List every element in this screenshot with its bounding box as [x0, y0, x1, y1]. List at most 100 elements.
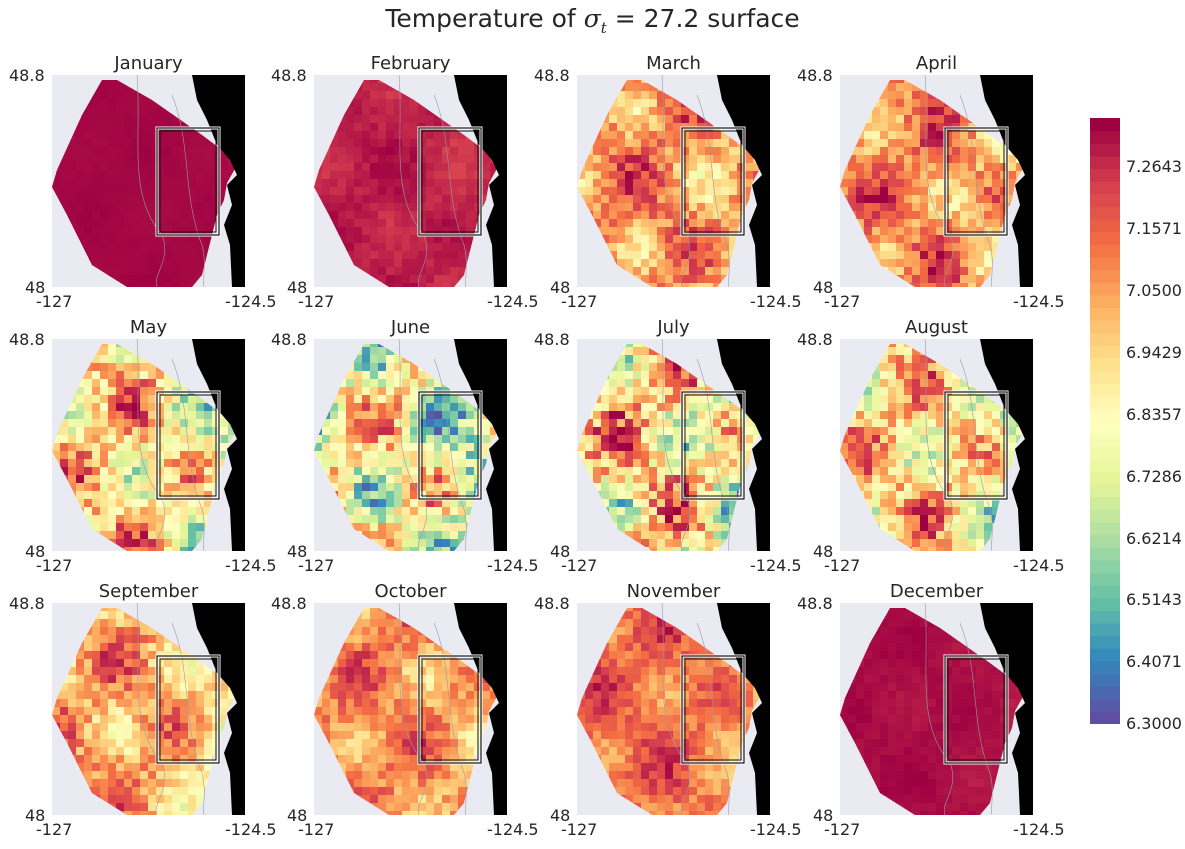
map-plot	[577, 339, 770, 551]
bathymetry-contour	[661, 603, 691, 815]
study-box	[944, 127, 1008, 236]
colorbar-band	[1090, 698, 1120, 712]
colorbar-band	[1090, 231, 1120, 245]
bathymetry-contour	[171, 358, 205, 551]
x-tick-right: -124.5	[487, 292, 539, 311]
x-tick-left: -127	[824, 820, 861, 839]
bathymetry-contour	[398, 75, 428, 287]
panel-title: May	[129, 317, 168, 338]
colorbar-band	[1090, 395, 1120, 409]
colorbar-band	[1090, 547, 1120, 561]
colorbar-band	[1090, 294, 1120, 308]
map-panel-october: October 48.8 48 -127 -124.5	[271, 581, 539, 839]
panel-title: October	[374, 581, 447, 602]
colorbar-band	[1090, 193, 1120, 207]
panel-title: August	[905, 317, 968, 338]
x-tick-left: -127	[824, 292, 861, 311]
colorbar-band	[1090, 118, 1120, 132]
map-plot	[314, 339, 507, 551]
map-plot	[314, 75, 507, 287]
bathymetry-contour	[398, 603, 428, 815]
colorbar-band	[1090, 484, 1120, 498]
bathymetry-contour	[924, 603, 954, 815]
y-tick-top: 48.8	[9, 594, 45, 613]
colorbar-tick-label: 6.3000	[1126, 714, 1182, 733]
colorbar-band	[1090, 458, 1120, 473]
study-box-inner	[159, 658, 217, 761]
study-box	[418, 127, 482, 236]
study-box-inner	[947, 658, 1005, 761]
y-tick-bottom: 48	[287, 542, 308, 561]
bathymetry-contour	[136, 339, 166, 551]
x-tick-right: -124.5	[1013, 820, 1065, 839]
x-tick-right: -124.5	[750, 292, 802, 311]
bathymetry-contour	[959, 622, 993, 815]
map-panel-may: May 48.8 48 -127 -124.5	[9, 317, 277, 575]
colorbar-band	[1090, 635, 1120, 649]
panel-title: April	[915, 53, 958, 74]
land-mass	[717, 339, 770, 551]
map-panel-december: December 48.8 48 -127 -124.5	[797, 581, 1065, 839]
y-tick-top: 48.8	[797, 66, 833, 85]
y-tick-bottom: 48	[550, 278, 571, 297]
map-plot	[314, 603, 507, 815]
colorbar-tick-label: 6.4071	[1126, 652, 1182, 672]
map-panel-june: June 48.8 48 -127 -124.5	[271, 317, 539, 575]
x-tick-right: -124.5	[750, 556, 802, 575]
y-tick-bottom: 48	[25, 278, 46, 297]
bathymetry-contour	[433, 94, 467, 287]
panel-title: January	[114, 53, 183, 74]
map-plot	[52, 75, 245, 287]
colorbar-band	[1090, 660, 1120, 675]
colorbar-band	[1090, 711, 1120, 724]
colorbar-tick-label: 7.1571	[1126, 219, 1182, 239]
map-panel-april: April 48.8 48 -127 -124.5	[797, 53, 1065, 311]
colorbar-band	[1090, 256, 1120, 271]
y-tick-bottom: 48	[287, 278, 308, 297]
colorbar-band	[1090, 219, 1120, 233]
map-plot	[577, 603, 770, 815]
map-plot	[840, 603, 1033, 815]
y-tick-bottom: 48	[287, 806, 308, 825]
y-tick-bottom: 48	[550, 542, 571, 561]
map-panel-february: February 48.8 48 -127 -124.5	[271, 53, 539, 311]
bathymetry-contour	[433, 622, 467, 815]
colorbar-band	[1090, 686, 1120, 700]
study-box	[156, 655, 220, 764]
x-tick-right: -124.5	[1013, 556, 1065, 575]
colorbar-band	[1090, 408, 1120, 422]
x-tick-left: -127	[824, 556, 861, 575]
land-mass	[192, 339, 245, 551]
colorbar-band	[1090, 597, 1120, 611]
bathymetry-contour	[959, 358, 993, 551]
colorbar-band	[1090, 168, 1120, 182]
land-mass	[980, 75, 1033, 287]
colorbar-band	[1090, 282, 1120, 296]
x-tick-left: -127	[298, 556, 335, 575]
y-tick-top: 48.8	[534, 594, 570, 613]
map-panel-august: August 48.8 48 -127 -124.5	[797, 317, 1065, 575]
x-tick-right: -124.5	[225, 820, 277, 839]
colorbar-band	[1090, 130, 1120, 144]
colorbar-band	[1090, 522, 1120, 536]
study-box-inner	[684, 658, 742, 761]
panel-title: July	[657, 317, 690, 338]
land-mass	[192, 603, 245, 815]
map-plot	[840, 75, 1033, 287]
map-plot	[52, 603, 245, 815]
colorbar-band	[1090, 446, 1120, 460]
y-tick-top: 48.8	[534, 66, 570, 85]
land-mass	[454, 339, 507, 551]
colorbar-band	[1090, 206, 1120, 220]
study-box	[418, 655, 482, 764]
y-tick-bottom: 48	[813, 542, 834, 561]
colorbar-band	[1090, 143, 1120, 157]
study-box	[681, 127, 745, 236]
colorbar-band	[1090, 370, 1120, 384]
y-tick-top: 48.8	[271, 66, 307, 85]
colorbar-band	[1090, 534, 1120, 548]
colorbar-band	[1090, 572, 1120, 586]
land-mass	[454, 603, 507, 815]
y-tick-bottom: 48	[25, 806, 46, 825]
x-tick-left: -127	[36, 820, 73, 839]
